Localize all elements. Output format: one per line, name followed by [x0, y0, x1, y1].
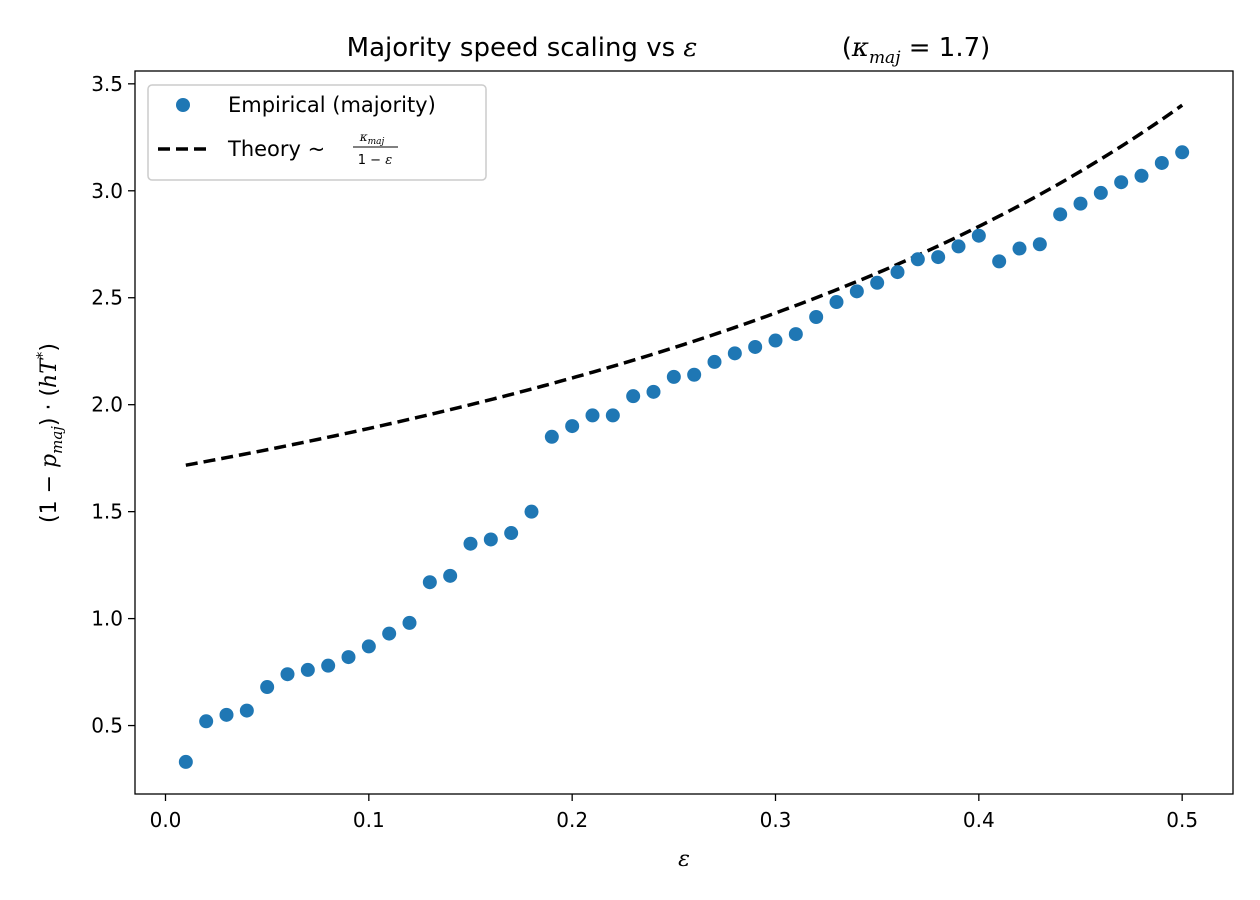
empirical-point [768, 333, 783, 348]
x-tick-label: 0.4 [963, 808, 995, 832]
x-tick-label: 0.2 [556, 808, 588, 832]
empirical-point [727, 346, 742, 361]
y-axis-ticks: 0.5 1.0 1.5 2.0 2.5 3.0 3.5 [91, 72, 135, 738]
plot-area-frame [134, 70, 1234, 795]
empirical-point [910, 252, 925, 267]
y-tick-label: 1.0 [91, 607, 123, 631]
empirical-point [382, 626, 397, 641]
empirical-point [483, 532, 498, 547]
chart-title: Majority speed scaling vs ε [347, 33, 698, 63]
empirical-point [463, 536, 478, 551]
empirical-point [361, 639, 376, 654]
empirical-point [809, 309, 824, 324]
empirical-point [890, 265, 905, 280]
empirical-point [422, 575, 437, 590]
empirical-point [1154, 155, 1169, 170]
empirical-point [646, 384, 661, 399]
empirical-point [260, 680, 275, 695]
empirical-points-layer [178, 145, 1190, 769]
empirical-point [1114, 175, 1129, 190]
legend: Empirical (majority) Theory ~ κmaj 1 − ε [147, 84, 487, 181]
legend-box [147, 84, 487, 181]
empirical-point [748, 339, 763, 354]
empirical-point [1053, 207, 1068, 222]
chart-title-annotation: (κmaj = 1.7) [842, 33, 991, 68]
empirical-point [178, 754, 193, 769]
empirical-point [1012, 241, 1027, 256]
empirical-point [626, 389, 641, 404]
empirical-point [687, 367, 702, 382]
empirical-point [992, 254, 1007, 269]
empirical-point [443, 568, 458, 583]
empirical-point [1093, 185, 1108, 200]
y-tick-label: 3.5 [91, 72, 123, 96]
empirical-point [341, 650, 356, 665]
empirical-point [870, 275, 885, 290]
x-tick-label: 0.5 [1166, 808, 1198, 832]
svg-text:1 − ε: 1 − ε [358, 153, 392, 168]
empirical-point [849, 284, 864, 299]
y-tick-label: 1.5 [91, 500, 123, 524]
empirical-point [971, 228, 986, 243]
empirical-point [219, 707, 234, 722]
empirical-point [788, 327, 803, 342]
empirical-point [199, 714, 214, 729]
empirical-point [504, 526, 519, 541]
empirical-point [565, 419, 580, 434]
y-tick-label: 2.5 [91, 286, 123, 310]
y-tick-label: 0.5 [91, 714, 123, 738]
y-tick-label: 3.0 [91, 179, 123, 203]
empirical-point [321, 658, 336, 673]
x-axis-label: ε [678, 847, 690, 872]
empirical-point [239, 703, 254, 718]
empirical-point [605, 408, 620, 423]
empirical-point [1073, 196, 1088, 211]
y-axis-label: (1 − pmaj) · (hT*) [33, 343, 66, 523]
x-axis-ticks: 0.0 0.1 0.2 0.3 0.4 0.5 [150, 794, 1198, 832]
theory-curve-layer [185, 103, 1184, 467]
empirical-point [524, 504, 539, 519]
empirical-point [1032, 237, 1047, 252]
empirical-point [280, 667, 295, 682]
empirical-point [666, 369, 681, 384]
legend-marker-empirical [176, 98, 190, 112]
theory-curve [185, 103, 1184, 467]
y-tick-label: 2.0 [91, 393, 123, 417]
empirical-point [585, 408, 600, 423]
x-tick-label: 0.0 [150, 808, 182, 832]
empirical-point [707, 354, 722, 369]
empirical-point [829, 295, 844, 310]
empirical-point [1175, 145, 1190, 160]
x-tick-label: 0.3 [760, 808, 792, 832]
empirical-point [544, 429, 559, 444]
empirical-point [300, 662, 315, 677]
legend-label-empirical: Empirical (majority) [228, 93, 436, 117]
empirical-point [402, 615, 417, 630]
x-tick-label: 0.1 [353, 808, 385, 832]
empirical-point [951, 239, 966, 254]
empirical-point [1134, 168, 1149, 183]
empirical-point [931, 250, 946, 265]
legend-label-theory: Theory ~ [227, 137, 325, 161]
